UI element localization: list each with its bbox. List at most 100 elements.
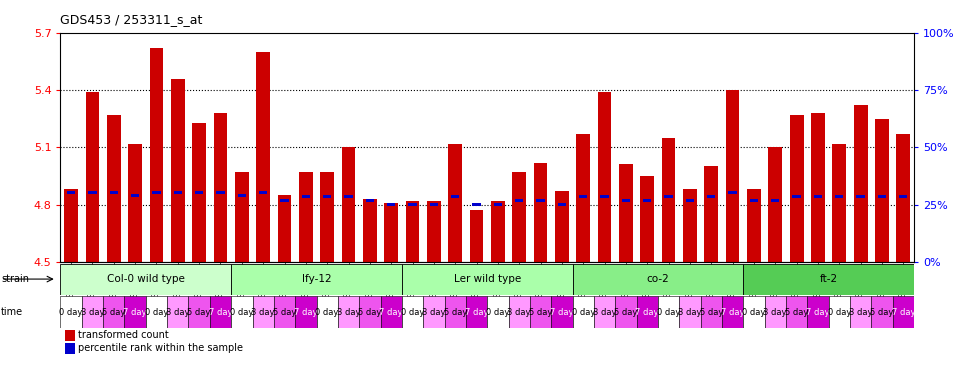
Bar: [828, 296, 850, 328]
Bar: [427, 201, 441, 262]
Text: 3 day: 3 day: [763, 307, 787, 317]
Text: 5 day: 5 day: [187, 307, 211, 317]
Bar: [231, 296, 252, 328]
Bar: [430, 203, 438, 206]
Bar: [558, 203, 566, 206]
Bar: [342, 147, 355, 262]
Bar: [323, 195, 331, 198]
Text: 3 day: 3 day: [678, 307, 702, 317]
Text: 3 day: 3 day: [166, 307, 189, 317]
Bar: [295, 296, 317, 328]
Bar: [472, 203, 481, 206]
Text: 7 day: 7 day: [124, 307, 147, 317]
Bar: [85, 92, 100, 262]
Bar: [811, 113, 825, 262]
Text: 0 day: 0 day: [60, 307, 83, 317]
Bar: [466, 296, 487, 328]
Text: time: time: [1, 307, 23, 317]
Text: 0 day: 0 day: [657, 307, 681, 317]
Bar: [277, 195, 292, 262]
Text: 0 day: 0 day: [230, 307, 253, 317]
Text: 3 day: 3 day: [592, 307, 616, 317]
Text: 0 day: 0 day: [828, 307, 851, 317]
Bar: [807, 296, 828, 328]
Bar: [900, 195, 907, 198]
Bar: [509, 296, 530, 328]
Bar: [252, 296, 274, 328]
Text: lfy-12: lfy-12: [301, 274, 331, 284]
Text: 7 day: 7 day: [892, 307, 915, 317]
Bar: [640, 176, 654, 262]
Bar: [487, 296, 509, 328]
Bar: [619, 164, 633, 262]
Bar: [875, 119, 889, 262]
Text: 7 day: 7 day: [636, 307, 659, 317]
Bar: [238, 194, 246, 197]
Bar: [174, 191, 182, 194]
Bar: [188, 296, 210, 328]
Bar: [708, 195, 715, 198]
Bar: [216, 191, 225, 194]
Bar: [792, 195, 801, 198]
Bar: [897, 134, 910, 262]
Bar: [109, 191, 118, 194]
Bar: [384, 203, 398, 262]
Bar: [622, 199, 630, 202]
Text: GDS453 / 253311_s_at: GDS453 / 253311_s_at: [60, 13, 203, 26]
Bar: [60, 264, 231, 295]
Bar: [768, 147, 782, 262]
Bar: [423, 296, 444, 328]
Bar: [643, 199, 652, 202]
Bar: [448, 143, 462, 262]
Text: 0 day: 0 day: [571, 307, 595, 317]
Text: 3 day: 3 day: [422, 307, 445, 317]
Text: 7 day: 7 day: [550, 307, 574, 317]
Bar: [405, 201, 420, 262]
Bar: [572, 296, 594, 328]
Bar: [832, 143, 846, 262]
Text: 5 day: 5 day: [614, 307, 637, 317]
Bar: [131, 194, 139, 197]
Text: 7 day: 7 day: [465, 307, 489, 317]
Text: 7 day: 7 day: [208, 307, 232, 317]
Text: 5 day: 5 day: [358, 307, 381, 317]
Bar: [402, 264, 572, 295]
Bar: [685, 199, 694, 202]
Text: 7 day: 7 day: [294, 307, 318, 317]
Bar: [380, 296, 402, 328]
Bar: [150, 48, 163, 262]
Bar: [363, 199, 376, 262]
Bar: [661, 138, 676, 262]
Bar: [705, 167, 718, 262]
Bar: [171, 79, 184, 262]
Bar: [579, 195, 588, 198]
Bar: [345, 195, 352, 198]
Bar: [274, 296, 295, 328]
Bar: [359, 296, 380, 328]
Bar: [235, 172, 249, 262]
Bar: [750, 199, 758, 202]
Bar: [366, 199, 374, 202]
Text: 5 day: 5 day: [785, 307, 808, 317]
Bar: [493, 203, 502, 206]
Bar: [146, 296, 167, 328]
Bar: [153, 191, 160, 194]
Bar: [321, 172, 334, 262]
Bar: [299, 172, 313, 262]
Bar: [387, 203, 396, 206]
Text: 3 day: 3 day: [508, 307, 531, 317]
Bar: [60, 296, 82, 328]
Bar: [451, 195, 459, 198]
Text: transformed count: transformed count: [78, 330, 169, 340]
Text: 0 day: 0 day: [742, 307, 765, 317]
Bar: [469, 210, 484, 262]
Bar: [88, 191, 97, 194]
Bar: [615, 296, 636, 328]
Bar: [726, 90, 739, 262]
Bar: [683, 189, 697, 262]
Bar: [877, 195, 886, 198]
Bar: [853, 105, 868, 262]
Bar: [210, 296, 231, 328]
Bar: [231, 264, 402, 295]
Bar: [872, 296, 893, 328]
